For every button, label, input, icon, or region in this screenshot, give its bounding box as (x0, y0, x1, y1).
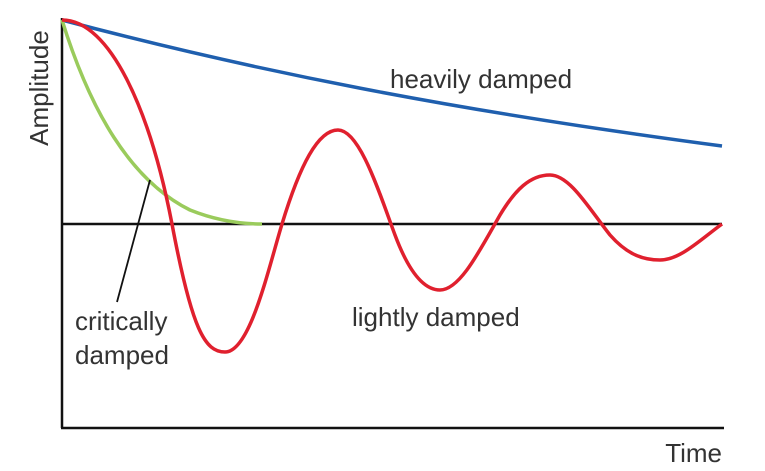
lightly-damped-curve (61, 18, 724, 354)
curve-label: heavily damped (390, 64, 572, 94)
heavily-damped-curve (61, 18, 723, 148)
curve-label: lightly damped (352, 302, 520, 332)
curve-label: damped (75, 340, 169, 370)
critically-damped-curve (60, 19, 263, 226)
y-axis-label: Amplitude (24, 30, 54, 146)
x-axis-label: Time (665, 438, 722, 468)
curve-label: critically (75, 306, 167, 336)
pointer-line (116, 179, 151, 303)
